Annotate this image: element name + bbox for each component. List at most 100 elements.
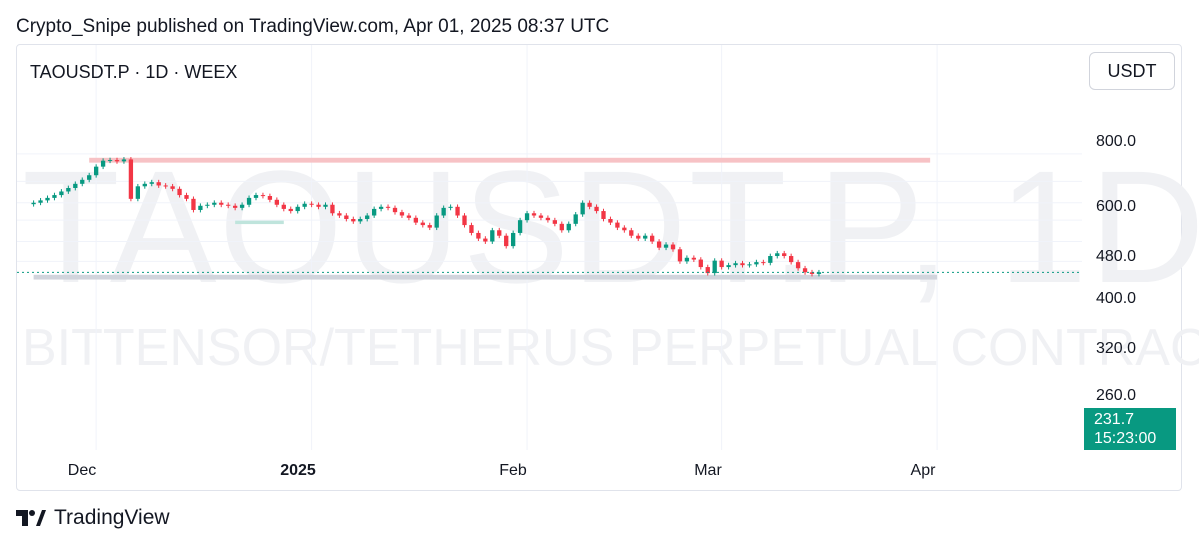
candle-body xyxy=(677,249,683,262)
candle-body xyxy=(31,202,36,205)
candle-body xyxy=(601,211,606,219)
candle-body xyxy=(795,262,801,269)
candle-body xyxy=(712,260,717,274)
candle-body xyxy=(643,235,648,239)
candle-body xyxy=(80,179,85,184)
y-tick-label: 800.0 xyxy=(1096,133,1137,150)
candle-body xyxy=(504,235,509,247)
candle-body xyxy=(212,202,217,205)
candle-body xyxy=(114,160,120,162)
candle-body xyxy=(93,166,99,176)
candle-body xyxy=(302,203,307,207)
candle-body xyxy=(768,256,773,263)
candle-body xyxy=(260,195,266,197)
candle-body xyxy=(205,204,210,206)
candle-body xyxy=(274,199,280,205)
candle-body xyxy=(663,244,669,248)
x-tick-label: Apr xyxy=(910,462,936,479)
currency-button[interactable]: USDT xyxy=(1089,52,1175,90)
candle-body xyxy=(323,204,328,207)
candle-body xyxy=(497,230,502,236)
candle-body xyxy=(754,262,759,265)
gray-zone xyxy=(33,274,938,280)
candle-body xyxy=(253,195,259,198)
candle-body xyxy=(656,241,662,248)
tradingview-logo-icon xyxy=(16,510,46,526)
red-zone xyxy=(89,157,931,163)
candle-body xyxy=(684,257,690,262)
candle-body xyxy=(38,200,43,203)
candle-body xyxy=(149,182,154,184)
candle-body xyxy=(629,230,634,236)
candle-body xyxy=(483,238,488,242)
candle-body xyxy=(142,183,147,187)
y-tick-label: 400.0 xyxy=(1096,290,1137,307)
candle-body xyxy=(531,213,537,216)
candle-body xyxy=(434,215,439,228)
candle-body xyxy=(295,206,300,212)
candle-body xyxy=(448,206,453,208)
candle-body xyxy=(413,217,419,223)
candle-body xyxy=(316,204,321,207)
candle-body xyxy=(177,188,182,196)
candle-body xyxy=(761,262,766,264)
candle-body xyxy=(337,213,342,216)
candle-body xyxy=(73,183,78,188)
candle-body xyxy=(378,206,384,209)
candle-body xyxy=(267,196,273,200)
candle-body xyxy=(239,204,245,208)
candle-body xyxy=(552,220,558,224)
symbol-title: TAOUSDT.P · 1D · WEEX xyxy=(30,62,238,82)
tradingview-logo[interactable]: TradingView xyxy=(16,506,170,530)
green-zone xyxy=(235,220,284,225)
x-tick-label: Dec xyxy=(67,462,97,479)
candle-body xyxy=(156,182,161,186)
candle-body xyxy=(59,191,64,196)
candle-body xyxy=(670,244,676,250)
candle-body xyxy=(170,186,175,189)
x-tick-label: Mar xyxy=(694,462,722,479)
candle-body xyxy=(281,204,286,209)
candle-body xyxy=(163,185,168,187)
candle-body xyxy=(219,202,224,205)
candle-body xyxy=(198,205,203,210)
candle-body xyxy=(358,218,363,222)
candle-body xyxy=(420,222,425,226)
candle-body xyxy=(587,202,592,207)
candle-body xyxy=(427,225,432,228)
candle-body xyxy=(469,225,474,233)
candle-body xyxy=(135,186,141,199)
candle-body xyxy=(45,197,50,201)
candle-body xyxy=(636,235,641,239)
candle-body xyxy=(87,175,92,180)
candle-body xyxy=(385,206,391,208)
candle-body xyxy=(288,208,293,212)
candle-body xyxy=(100,160,106,167)
candle-body xyxy=(226,204,231,206)
candle-body xyxy=(782,253,787,257)
bar-countdown: 15:23:00 xyxy=(1094,430,1157,447)
candle-body xyxy=(232,205,238,208)
candle-body xyxy=(510,232,516,247)
candle-body xyxy=(580,202,585,215)
candle-body xyxy=(246,197,252,205)
candle-body xyxy=(66,187,71,192)
candle-body xyxy=(573,214,578,224)
candle-body xyxy=(705,267,710,274)
candle-body xyxy=(107,160,113,162)
candle-body xyxy=(371,208,377,216)
candle-body xyxy=(809,272,815,274)
candle-body xyxy=(740,263,745,266)
candle-body xyxy=(559,223,564,231)
candle-body xyxy=(392,207,398,213)
y-tick-label: 600.0 xyxy=(1096,198,1137,215)
candle-body xyxy=(309,203,314,205)
candle-body xyxy=(747,264,752,266)
symbol-watermark: TAOUSDT.P, 1D xyxy=(22,137,1199,316)
candle-body xyxy=(330,204,335,214)
candle-body xyxy=(476,232,481,239)
candle-body xyxy=(490,230,495,242)
last-price-tag: 231.7 15:23:00 xyxy=(1084,408,1176,450)
candle-body xyxy=(802,268,808,273)
